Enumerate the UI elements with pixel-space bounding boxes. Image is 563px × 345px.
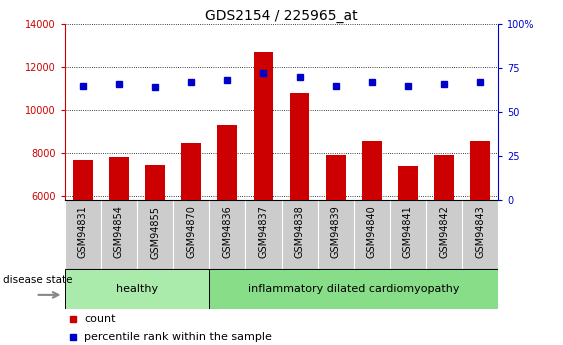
Text: disease state: disease state — [3, 275, 73, 285]
Text: GSM94838: GSM94838 — [294, 206, 305, 258]
Bar — [462, 200, 498, 269]
Bar — [173, 200, 209, 269]
Bar — [101, 200, 137, 269]
Bar — [362, 141, 382, 200]
Text: inflammatory dilated cardiomyopathy: inflammatory dilated cardiomyopathy — [248, 284, 459, 294]
Bar — [282, 200, 318, 269]
Text: GSM94837: GSM94837 — [258, 206, 269, 258]
Bar — [326, 155, 346, 200]
Text: GSM94855: GSM94855 — [150, 206, 160, 259]
Bar — [434, 155, 454, 200]
Text: healthy: healthy — [116, 284, 158, 294]
Bar — [209, 200, 245, 269]
Text: GSM94831: GSM94831 — [78, 206, 88, 258]
Bar — [181, 143, 201, 200]
Bar — [137, 200, 173, 269]
Bar — [390, 200, 426, 269]
Text: GSM94870: GSM94870 — [186, 206, 196, 258]
Text: percentile rank within the sample: percentile rank within the sample — [84, 332, 272, 342]
Text: GSM94854: GSM94854 — [114, 206, 124, 258]
Bar — [65, 200, 101, 269]
Bar — [217, 125, 237, 200]
Text: GSM94842: GSM94842 — [439, 206, 449, 258]
Title: GDS2154 / 225965_at: GDS2154 / 225965_at — [205, 9, 358, 23]
Text: GSM94839: GSM94839 — [330, 206, 341, 258]
Bar — [470, 141, 490, 200]
Bar — [145, 165, 165, 200]
Bar — [289, 93, 310, 200]
Bar — [109, 157, 129, 200]
Bar — [245, 200, 282, 269]
Text: count: count — [84, 314, 116, 324]
Text: GSM94840: GSM94840 — [367, 206, 377, 258]
Bar — [209, 269, 498, 309]
Bar — [253, 52, 274, 200]
Text: GSM94836: GSM94836 — [222, 206, 233, 258]
Bar — [318, 200, 354, 269]
Text: GSM94841: GSM94841 — [403, 206, 413, 258]
Bar — [65, 269, 209, 309]
Bar — [73, 160, 93, 200]
Bar — [426, 200, 462, 269]
Bar — [398, 166, 418, 200]
Text: GSM94843: GSM94843 — [475, 206, 485, 258]
Bar — [354, 200, 390, 269]
